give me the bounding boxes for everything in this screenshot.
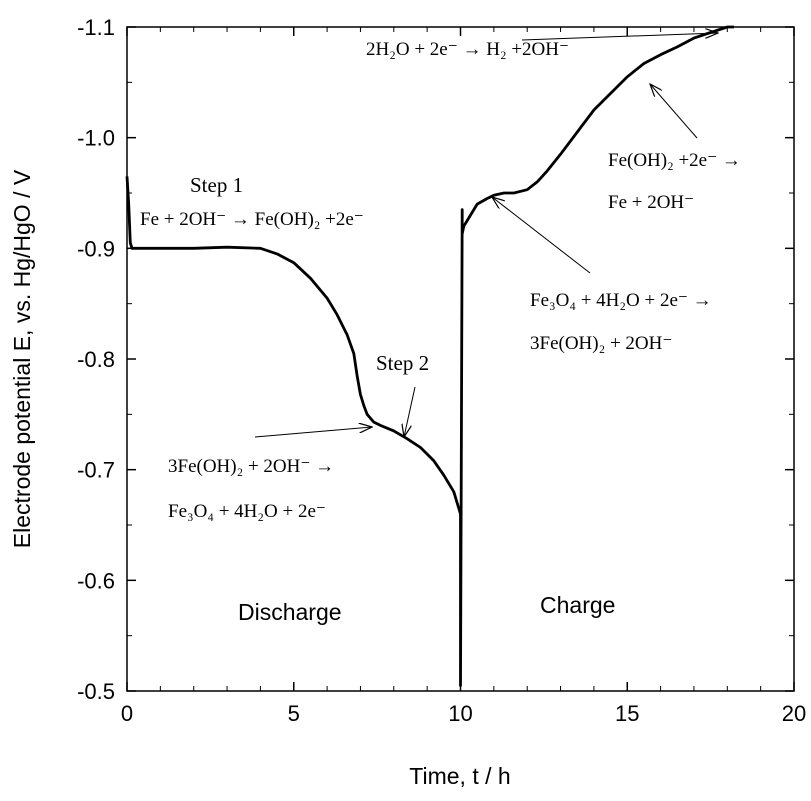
charge-reaction1-line2: 3Fe(OH)₂ + 2OH⁻ <box>530 333 672 354</box>
step2-reaction-line1: 3Fe(OH)₂ + 2OH⁻ → <box>168 456 334 477</box>
y-tick-label: -0.8 <box>77 347 115 372</box>
y-tick-label: -1.0 <box>77 126 115 151</box>
y-tick-label: -0.5 <box>77 679 115 704</box>
x-tick-label: 0 <box>121 701 133 726</box>
step2-title: Step 2 <box>376 351 429 375</box>
series-line <box>125 25 734 687</box>
x-tick-label: 10 <box>448 701 472 726</box>
charge-reaction2-line2: Fe + 2OH⁻ <box>608 192 694 213</box>
arrow-step2-left <box>254 427 372 438</box>
discharge-label: Discharge <box>238 599 342 625</box>
arrow-step2-right <box>404 386 416 437</box>
y-tick-label: -0.6 <box>77 568 115 593</box>
x-tick-label: 15 <box>615 701 639 726</box>
h2-reaction: 2H₂O + 2e⁻ → H₂ +2OH⁻ <box>366 39 569 60</box>
step1-title: Step 1 <box>190 173 243 197</box>
x-tick-label: 20 <box>782 701 806 726</box>
charge-label: Charge <box>540 592 615 618</box>
y-tick-label: -0.7 <box>77 458 115 483</box>
arrow-fe3o4-reduction <box>492 197 591 274</box>
step2-reaction-line2: Fe₃O₄ + 4H₂O + 2e⁻ <box>168 501 326 522</box>
step1-reaction: Fe + 2OH⁻ → Fe(OH)₂ +2e⁻ <box>140 209 364 230</box>
x-axis-label: Time, t / h <box>409 763 510 789</box>
axis-ticks: 0 5 10 15 20 -0.5 -0.6 -0.7 -0.8 -0.9 -1.0 -1.1 <box>77 15 806 726</box>
charge-reaction2-line1: Fe(OH)₂ +2e⁻ → <box>608 150 741 171</box>
arrow-feoh2-reduction <box>650 84 698 139</box>
arrow-h2 <box>521 33 718 41</box>
x-tick-label: 5 <box>288 701 300 726</box>
y-axis-label: Electrode potential E, vs. Hg/HgO / V <box>9 169 35 548</box>
charge-reaction1-line1: Fe₃O₄ + 4H₂O + 2e⁻ → <box>530 290 712 311</box>
y-tick-label: -0.9 <box>77 236 115 261</box>
y-tick-label: -1.1 <box>77 15 115 40</box>
